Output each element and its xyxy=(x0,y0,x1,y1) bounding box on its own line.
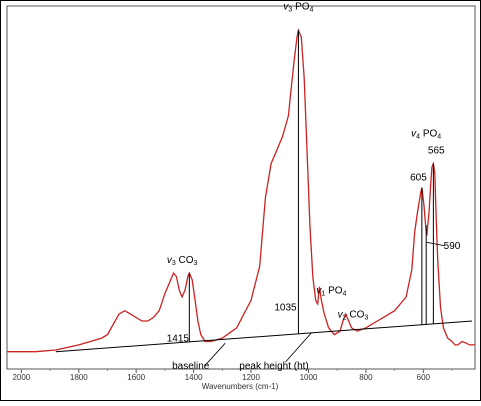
annotation-symbol: v xyxy=(338,310,344,321)
series-layer xyxy=(7,28,475,353)
annotation-n605: 605 xyxy=(410,173,427,184)
annotation-symbol: v xyxy=(167,255,173,266)
annotation-v2_co3: v2 CO3 xyxy=(338,310,369,322)
x-tick-label-1200: 1200 xyxy=(242,373,260,382)
annotation-peak_height: peak height (ht) xyxy=(239,361,309,372)
annotation-sub2: 3 xyxy=(364,315,368,322)
x-tick-label-1400: 1400 xyxy=(185,373,203,382)
annotation-v4_po4: v4 PO4 xyxy=(411,128,441,140)
annotation-sub: 4 xyxy=(416,133,420,140)
annotation-text: CO xyxy=(347,310,365,321)
label-590-pointer xyxy=(426,241,445,247)
annotation-n1035: 1035 xyxy=(274,303,297,314)
annotation-text: PO xyxy=(325,286,342,297)
x-axis-title: Wavenumbers (cm-1) xyxy=(202,382,279,391)
baseline-line xyxy=(55,320,473,353)
x-axis: 2000 1800 1600 1400 1200 1000 800 600 xyxy=(12,369,453,382)
spectrum-line xyxy=(7,28,475,353)
annotation-symbol: v xyxy=(411,128,417,139)
plot-frame xyxy=(6,5,476,370)
annotation-v3_po4: v3 PO4 xyxy=(283,2,313,14)
x-tick-label-2000: 2000 xyxy=(12,373,30,382)
annotation-text: CO xyxy=(176,255,194,266)
annotation-symbol: v xyxy=(316,286,322,297)
peak-lines-layer xyxy=(188,30,445,366)
annotation-sub: 3 xyxy=(288,7,292,14)
annotation-v1_po4: v1 PO4 xyxy=(316,286,346,298)
annotation-v3_co3: v3 CO3 xyxy=(167,255,198,267)
baseline-pointer xyxy=(204,342,226,366)
annotation-sub2: 4 xyxy=(437,133,441,140)
annotation-sub2: 4 xyxy=(310,7,314,14)
x-tick-label-1800: 1800 xyxy=(70,373,88,382)
peak-height-pointer xyxy=(285,332,312,363)
x-tick-label-1000: 1000 xyxy=(300,373,318,382)
annotation-text: PO xyxy=(292,2,309,13)
annotation-n1415: 1415 xyxy=(167,333,190,344)
annotation-sub: 3 xyxy=(172,260,176,267)
annotation-sub2: 4 xyxy=(343,291,347,298)
annotation-symbol: v xyxy=(283,2,289,13)
annotation-sub: 2 xyxy=(343,315,347,322)
x-tick-label-800: 800 xyxy=(359,373,373,382)
annotation-baseline: baseline xyxy=(172,361,210,372)
annotation-sub: 1 xyxy=(321,291,325,298)
x-tick-label-1600: 1600 xyxy=(127,373,145,382)
annotation-n565: 565 xyxy=(428,145,445,156)
annotation-text: PO xyxy=(420,128,437,139)
annotation-sub2: 3 xyxy=(194,260,198,267)
annotation-n590: 590 xyxy=(444,241,461,252)
x-tick-label-600: 600 xyxy=(417,373,431,382)
